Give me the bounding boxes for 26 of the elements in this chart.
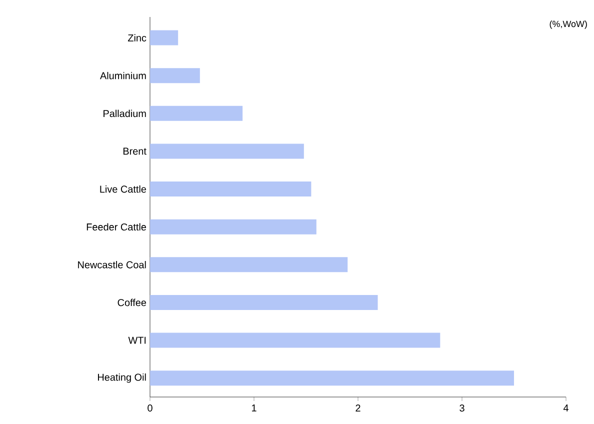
bar	[150, 370, 514, 386]
bar	[150, 332, 440, 348]
x-tick-label: 3	[460, 404, 464, 412]
bar	[150, 257, 348, 272]
y-tick-label: Palladium	[104, 110, 146, 118]
bar	[150, 219, 316, 234]
x-tick-label: 1	[252, 404, 256, 412]
bar	[150, 144, 304, 159]
y-tick-label: Newcastle Coal	[78, 261, 146, 268]
bar	[150, 68, 200, 84]
y-tick-label: Aluminium	[100, 72, 146, 80]
y-tick-label: Zinc	[128, 34, 146, 42]
y-tick-label: Coffee	[118, 298, 146, 306]
y-tick-label: Live Cattle	[100, 185, 146, 193]
x-tick-label: 0	[148, 404, 152, 412]
y-tick-label: WTI	[128, 336, 146, 344]
y-tick-label: Feeder Cattle	[86, 223, 146, 231]
x-tick-label: 4	[563, 404, 568, 412]
bar	[150, 294, 378, 310]
annotation: (%,WoW)	[550, 20, 587, 29]
y-tick-label: Heating Oil	[98, 373, 146, 383]
bar	[150, 30, 178, 46]
x-tick-label: 2	[356, 404, 360, 412]
bar	[150, 182, 312, 197]
bar	[150, 106, 243, 121]
y-tick-label: Brent	[123, 148, 146, 155]
